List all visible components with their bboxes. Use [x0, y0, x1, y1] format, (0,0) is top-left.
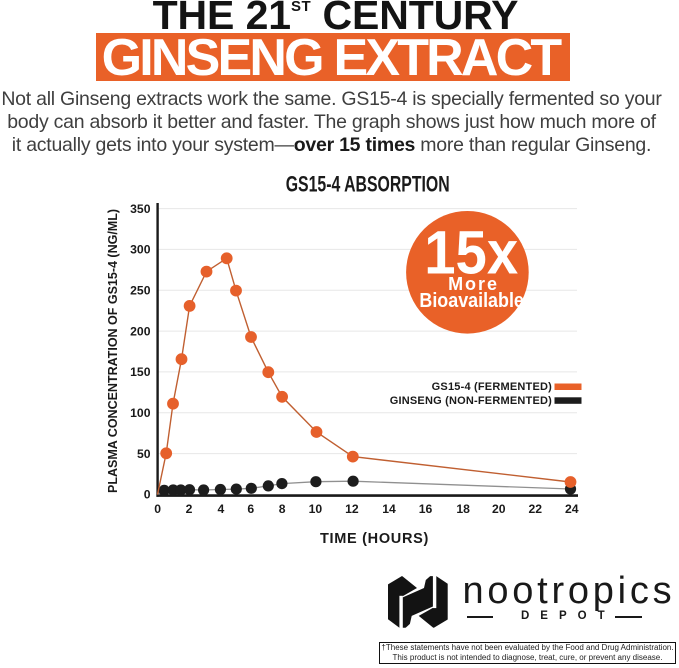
svg-text:PLASMA CONCENTRATION OF GS15-4: PLASMA CONCENTRATION OF GS15-4 (NG/ML) — [105, 209, 120, 493]
svg-text:TIME (HOURS): TIME (HOURS) — [320, 531, 429, 547]
svg-text:10: 10 — [309, 502, 323, 516]
svg-text:0: 0 — [154, 502, 161, 516]
svg-text:16: 16 — [419, 502, 433, 516]
svg-text:250: 250 — [130, 283, 151, 297]
svg-text:50: 50 — [137, 447, 151, 461]
svg-text:8: 8 — [279, 502, 286, 516]
svg-text:22: 22 — [529, 502, 543, 516]
svg-text:12: 12 — [345, 502, 359, 516]
svg-text:4: 4 — [218, 502, 225, 516]
svg-text:150: 150 — [130, 365, 151, 379]
svg-text:24: 24 — [565, 502, 579, 516]
svg-text:GINSENG (NON-FERMENTED): GINSENG (NON-FERMENTED) — [390, 395, 552, 407]
svg-text:2: 2 — [186, 502, 193, 516]
svg-text:15x: 15x — [424, 219, 518, 287]
svg-text:14: 14 — [382, 502, 396, 516]
svg-text:More: More — [448, 274, 497, 294]
svg-text:Bioavailable: Bioavailable — [419, 290, 524, 312]
svg-text:20: 20 — [492, 502, 506, 516]
svg-text:200: 200 — [130, 324, 151, 338]
svg-text:350: 350 — [130, 202, 151, 216]
svg-text:6: 6 — [247, 502, 254, 516]
svg-text:18: 18 — [456, 502, 470, 516]
svg-text:0: 0 — [144, 488, 151, 502]
svg-text:GS15-4 (FERMENTED): GS15-4 (FERMENTED) — [432, 381, 552, 393]
svg-text:100: 100 — [130, 406, 151, 420]
svg-text:GS15-4 ABSORPTION: GS15-4 ABSORPTION — [286, 172, 450, 197]
svg-text:300: 300 — [130, 243, 151, 257]
